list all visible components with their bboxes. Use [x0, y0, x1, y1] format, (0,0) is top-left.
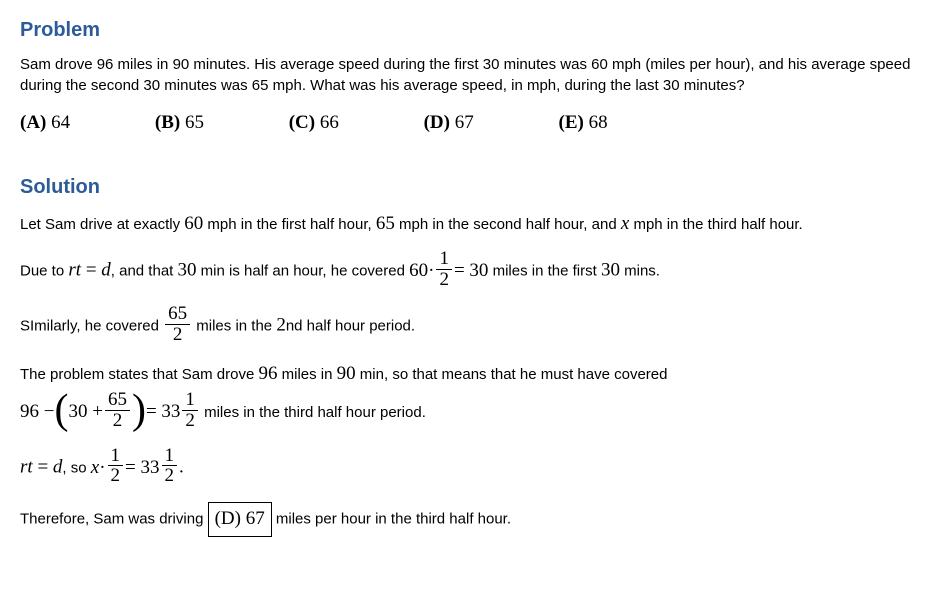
solution-line-4b: 96 − (30 + 652) = 3312 miles in the thir…	[20, 392, 916, 434]
fraction-icon: 12	[182, 390, 198, 431]
answer-choices: (A) 64 (B) 65 (C) 66 (D) 67 (E) 68	[20, 110, 916, 137]
boxed-answer: (D) 67	[208, 502, 272, 537]
choice-a: (A) 64	[20, 112, 110, 133]
paren-icon: (	[54, 389, 68, 431]
fraction-icon: 12	[108, 446, 124, 487]
solution-line-5: rt = d, so x · 12 = 3312.	[20, 448, 916, 489]
solution-line-4: The problem states that Sam drove 96 mil…	[20, 361, 916, 388]
fraction-icon: 12	[162, 446, 178, 487]
fraction-icon: 652	[165, 304, 190, 345]
choice-d: (D) 67	[424, 112, 514, 133]
solution-line-3: SImilarly, he covered 652 miles in the 2…	[20, 306, 916, 347]
fraction-icon: 652	[105, 390, 130, 431]
paren-icon: )	[132, 389, 146, 431]
choice-e: (E) 68	[559, 112, 648, 133]
solution-line-6: Therefore, Sam was driving (D) 67 miles …	[20, 502, 916, 537]
fraction-icon: 12	[436, 249, 452, 290]
problem-text: Sam drove 96 miles in 90 minutes. His av…	[20, 54, 916, 96]
solution-line-1: Let Sam drive at exactly 60 mph in the f…	[20, 211, 916, 238]
solution-line-2: Due to rt = d, and that 30 min is half a…	[20, 251, 916, 292]
solution-heading: Solution	[20, 173, 916, 201]
choice-b: (B) 65	[155, 112, 244, 133]
choice-c: (C) 66	[289, 112, 379, 133]
problem-heading: Problem	[20, 16, 916, 44]
